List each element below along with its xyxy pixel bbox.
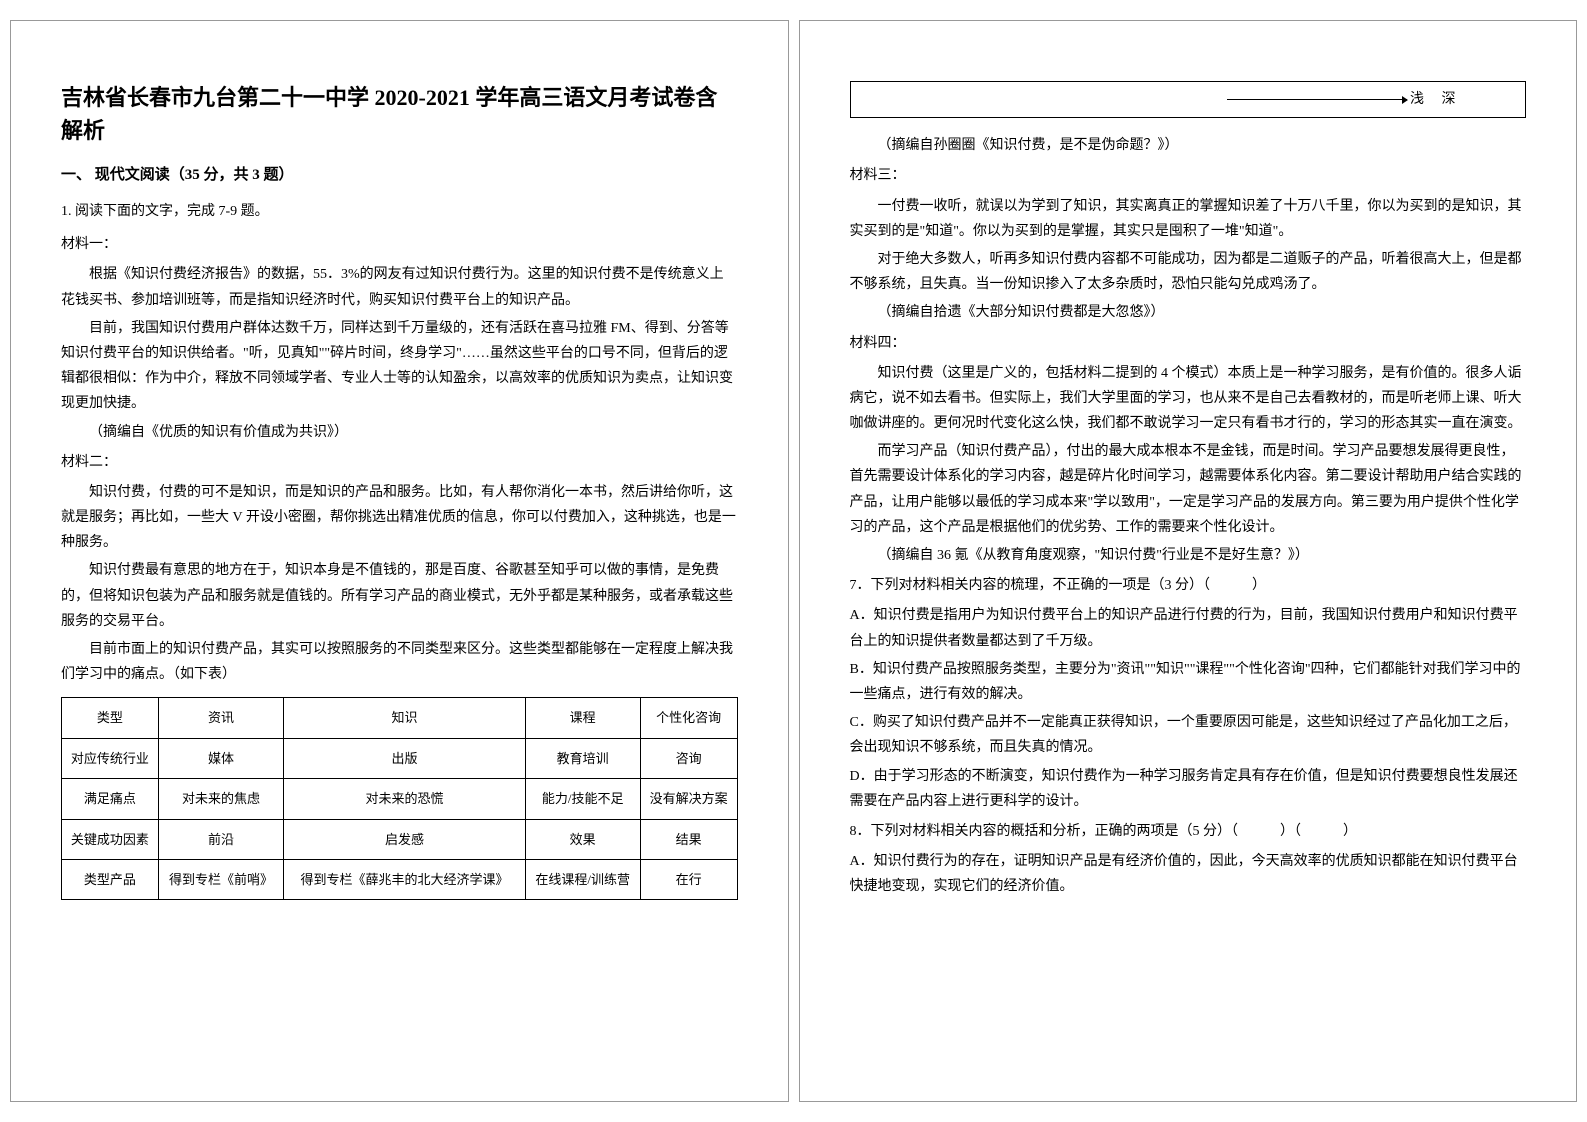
material-4-p1: 知识付费（这里是广义的，包括材料二提到的 4 个模式）本质上是一种学习服务，是有… (850, 361, 1527, 437)
table-cell: 得到专栏《前哨》 (158, 859, 284, 899)
material-4-source: （摘编自 36 氪《从教育角度观察，"知识付费"行业是不是好生意？》） (850, 543, 1527, 568)
table-cell: 教育培训 (525, 738, 640, 778)
question-8: 8．下列对材料相关内容的概括和分析，正确的两项是（5 分）（ ）（ ） (850, 819, 1527, 844)
table-row: 关键成功因素 前沿 启发感 效果 结果 (62, 819, 738, 859)
table-row: 对应传统行业 媒体 出版 教育培训 咨询 (62, 738, 738, 778)
main-title: 吉林省长春市九台第二十一中学 2020-2021 学年高三语文月考试卷含解析 (61, 81, 738, 147)
material-2-p1: 知识付费，付费的可不是知识，而是知识的产品和服务。比如，有人帮你消化一本书，然后… (61, 480, 738, 556)
table-cell: 满足痛点 (62, 779, 159, 819)
table-cell: 课程 (525, 698, 640, 738)
table-cell: 知识 (284, 698, 525, 738)
material-2-p3: 目前市面上的知识付费产品，其实可以按照服务的不同类型来区分。这些类型都能够在一定… (61, 637, 738, 687)
table-row: 类型产品 得到专栏《前哨》 得到专栏《薛兆丰的北大经济学课》 在线课程/训练营 … (62, 859, 738, 899)
material-1-source: （摘编自《优质的知识有价值成为共识》） (61, 420, 738, 445)
table-cell: 启发感 (284, 819, 525, 859)
depth-scale-box: 浅 深 (850, 81, 1527, 118)
right-column: 浅 深 （摘编自孙圈圈《知识付费，是不是伪命题？》） 材料三： 一付费一收听，就… (799, 20, 1578, 1102)
q7-option-c: C．购买了知识付费产品并不一定能真正获得知识，一个重要原因可能是，这些知识经过了… (850, 710, 1527, 760)
table-cell: 能力/技能不足 (525, 779, 640, 819)
table-cell: 得到专栏《薛兆丰的北大经济学课》 (284, 859, 525, 899)
table-cell: 前沿 (158, 819, 284, 859)
table-cell: 媒体 (158, 738, 284, 778)
scale-right: 深 (1442, 92, 1456, 107)
table-cell: 咨询 (640, 738, 737, 778)
material-3-p2: 对于绝大多数人，听再多知识付费内容都不可能成功，因为都是二道贩子的产品，听着很高… (850, 247, 1527, 297)
table-cell: 在行 (640, 859, 737, 899)
question-7: 7．下列对材料相关内容的梳理，不正确的一项是（3 分）（ ） (850, 573, 1527, 598)
table-cell: 资讯 (158, 698, 284, 738)
q8-option-a: A．知识付费行为的存在，证明知识产品是有经济价值的，因此，今天高效率的优质知识都… (850, 849, 1527, 899)
table-cell: 对未来的恐慌 (284, 779, 525, 819)
table-cell: 结果 (640, 819, 737, 859)
table-cell: 类型 (62, 698, 159, 738)
left-column: 吉林省长春市九台第二十一中学 2020-2021 学年高三语文月考试卷含解析 一… (10, 20, 789, 1102)
table-cell: 没有解决方案 (640, 779, 737, 819)
section-title: 一、 现代文阅读（35 分，共 3 题） (61, 162, 738, 189)
table-cell: 效果 (525, 819, 640, 859)
table-cell: 在线课程/训练营 (525, 859, 640, 899)
table-header-row: 类型 资讯 知识 课程 个性化咨询 (62, 698, 738, 738)
material-1-label: 材料一： (61, 232, 738, 257)
material-2-source: （摘编自孙圈圈《知识付费，是不是伪命题？》） (850, 133, 1527, 158)
material-2-label: 材料二： (61, 450, 738, 475)
material-3-p1: 一付费一收听，就误以为学到了知识，其实离真正的掌握知识差了十万八千里，你以为买到… (850, 194, 1527, 244)
table-cell: 出版 (284, 738, 525, 778)
material-4-label: 材料四： (850, 331, 1527, 356)
material-1-p1: 根据《知识付费经济报告》的数据，55．3%的网友有过知识付费行为。这里的知识付费… (61, 262, 738, 312)
arrow-line (1227, 99, 1407, 100)
material-4-p2: 而学习产品（知识付费产品），付出的最大成本根本不是金钱，而是时间。学习产品要想发… (850, 439, 1527, 540)
scale-left: 浅 (1410, 92, 1424, 107)
table-cell: 个性化咨询 (640, 698, 737, 738)
table-cell: 对未来的焦虑 (158, 779, 284, 819)
table-row: 满足痛点 对未来的焦虑 对未来的恐慌 能力/技能不足 没有解决方案 (62, 779, 738, 819)
material-2-p2: 知识付费最有意思的地方在于，知识本身是不值钱的，那是百度、谷歌甚至知乎可以做的事… (61, 558, 738, 634)
table-cell: 关键成功因素 (62, 819, 159, 859)
table-cell: 类型产品 (62, 859, 159, 899)
knowledge-table: 类型 资讯 知识 课程 个性化咨询 对应传统行业 媒体 出版 教育培训 咨询 满… (61, 697, 738, 900)
q7-option-b: B．知识付费产品按照服务类型，主要分为"资讯""知识""课程""个性化咨询"四种… (850, 657, 1527, 707)
material-1-p2: 目前，我国知识付费用户群体达数千万，同样达到千万量级的，还有活跃在喜马拉雅 FM… (61, 316, 738, 417)
q7-option-d: D．由于学习形态的不断演变，知识付费作为一种学习服务肯定具有存在价值，但是知识付… (850, 764, 1527, 814)
material-3-source: （摘编自拾遗《大部分知识付费都是大忽悠》） (850, 300, 1527, 325)
q7-option-a: A．知识付费是指用户为知识付费平台上的知识产品进行付费的行为，目前，我国知识付费… (850, 603, 1527, 653)
table-cell: 对应传统行业 (62, 738, 159, 778)
material-3-label: 材料三： (850, 163, 1527, 188)
question-1: 1. 阅读下面的文字，完成 7-9 题。 (61, 199, 738, 224)
